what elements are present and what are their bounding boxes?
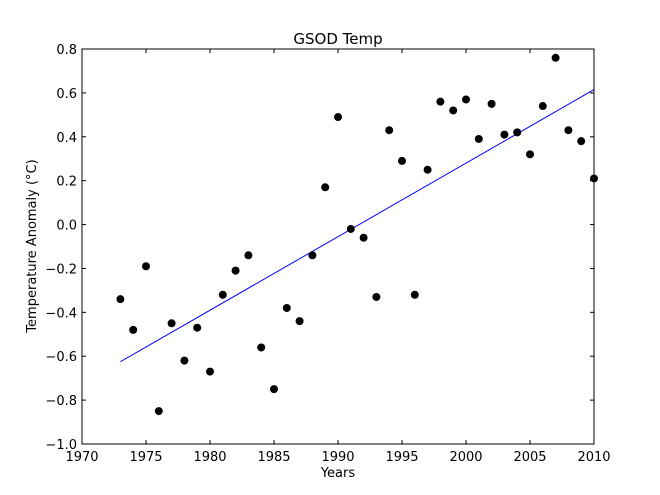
- y-axis-label: Temperature Anomaly (°C): [25, 159, 40, 333]
- data-point-2008: [564, 126, 573, 135]
- data-point-1995: [398, 156, 406, 165]
- data-point-1990: [334, 113, 342, 122]
- data-point-1980: [206, 367, 214, 376]
- y-tick-label: −0.2: [45, 262, 77, 277]
- y-tick-label: −0.6: [45, 350, 77, 365]
- data-point-2002: [487, 99, 496, 108]
- ticks-layer: 1970 1975 1980 1985 1990 1995 2000 2005 2010 −1.0…: [45, 43, 610, 465]
- data-point-2009: [577, 137, 586, 146]
- data-point-1987: [295, 317, 304, 326]
- y-tick-label: 0.8: [56, 43, 77, 58]
- data-point-1989: [321, 183, 330, 192]
- data-point-1976: [154, 407, 163, 416]
- y-tick-label: −0.8: [45, 394, 77, 409]
- data-point-1982: [231, 266, 240, 275]
- y-tick-label: 0.4: [56, 131, 77, 146]
- data-point-1998: [436, 97, 445, 106]
- y-tick-label: 0.6: [56, 87, 77, 102]
- data-point-1978: [180, 356, 189, 365]
- x-tick-label: 1995: [385, 450, 418, 465]
- data-point-1991: [346, 224, 355, 233]
- data-points-layer: [116, 53, 598, 416]
- data-point-1986: [282, 303, 291, 312]
- data-point-1984: [257, 343, 266, 352]
- x-tick-label: 2010: [577, 450, 610, 465]
- data-point-2005: [526, 150, 534, 159]
- data-point-2006: [538, 102, 547, 111]
- data-point-2000: [462, 95, 470, 104]
- data-point-1996: [410, 290, 419, 299]
- data-point-1993: [372, 292, 381, 301]
- x-tick-label: 2005: [513, 450, 546, 465]
- data-point-2003: [500, 130, 509, 139]
- data-point-1977: [167, 319, 176, 328]
- y-tick-label: 0.0: [56, 219, 77, 234]
- data-point-1997: [423, 165, 432, 174]
- y-tick-label: 0.2: [56, 175, 77, 190]
- data-point-1974: [129, 325, 138, 334]
- data-point-1979: [193, 323, 202, 332]
- data-point-1975: [142, 262, 150, 271]
- plot-background: [82, 49, 594, 444]
- data-point-1992: [359, 233, 368, 242]
- data-point-2001: [474, 134, 483, 143]
- data-point-1994: [385, 126, 394, 135]
- data-point-1988: [308, 251, 317, 260]
- data-point-1999: [449, 106, 458, 115]
- x-axis-label: Years: [320, 466, 356, 481]
- data-point-2004: [513, 128, 522, 137]
- x-tick-label: 1990: [321, 450, 354, 465]
- data-point-1985: [270, 385, 278, 394]
- data-point-1983: [244, 251, 253, 260]
- x-tick-label: 1985: [257, 450, 290, 465]
- chart-title: GSOD Temp: [293, 30, 382, 48]
- x-tick-label: 2000: [449, 450, 482, 465]
- y-tick-label: −1.0: [45, 438, 77, 453]
- data-point-1981: [218, 290, 227, 299]
- data-point-1973: [116, 295, 125, 304]
- x-tick-label: 1970: [65, 450, 98, 465]
- y-tick-label: −0.4: [45, 306, 77, 321]
- x-tick-label: 1975: [129, 450, 162, 465]
- x-tick-label: 1980: [193, 450, 226, 465]
- data-point-2007: [551, 53, 560, 62]
